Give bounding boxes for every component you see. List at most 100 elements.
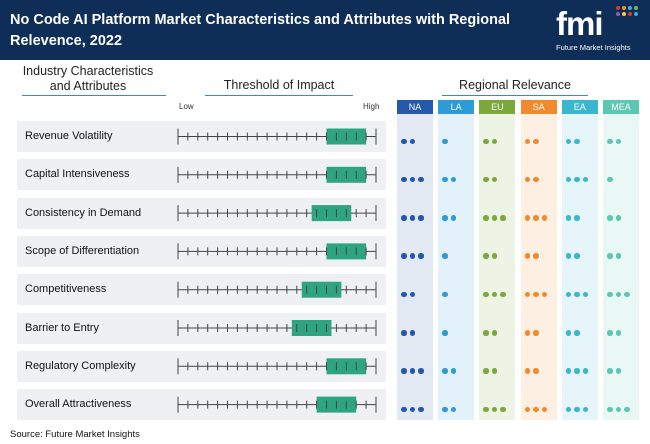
region-relevance-dots xyxy=(483,209,509,221)
relevance-dot xyxy=(565,291,572,298)
relevance-dot xyxy=(442,330,448,336)
relevance-dot xyxy=(541,215,548,221)
relevance-dot xyxy=(418,215,424,221)
relevance-dot xyxy=(418,253,424,259)
region-relevance-dots xyxy=(565,209,583,221)
relevance-dot xyxy=(607,291,613,298)
relevance-dot xyxy=(533,176,539,183)
region-column-eu xyxy=(479,114,516,420)
region-relevance-dots xyxy=(442,401,459,413)
region-relevance-dots xyxy=(565,401,592,413)
logo-subtitle: Future Market Insights xyxy=(556,43,631,52)
relevance-dot xyxy=(491,253,498,259)
characteristic-label: Scope of Differentiation xyxy=(25,244,140,257)
region-badge-na: NA xyxy=(397,100,433,114)
region-relevance-dots xyxy=(483,401,509,413)
scale-low-label: Low xyxy=(179,102,194,111)
relevance-dot xyxy=(615,291,621,298)
relevance-dot xyxy=(450,406,457,413)
region-relevance-dots xyxy=(524,362,542,374)
relevance-dot xyxy=(450,176,457,183)
region-relevance-dots xyxy=(442,171,459,183)
region-relevance-dots xyxy=(442,362,459,374)
relevance-dot xyxy=(409,215,415,221)
impact-range-bar xyxy=(301,281,342,298)
relevance-dot xyxy=(418,176,424,183)
region-relevance-dots xyxy=(565,362,592,374)
relevance-dot xyxy=(483,406,489,413)
impact-scale xyxy=(177,205,377,222)
region-relevance-dots xyxy=(401,133,418,145)
relevance-dot xyxy=(533,330,539,336)
region-relevance-dots xyxy=(483,171,500,183)
region-relevance-dots xyxy=(524,247,542,259)
region-relevance-dots xyxy=(401,401,427,413)
region-relevance-dots xyxy=(401,286,418,298)
relevance-dot xyxy=(582,406,589,413)
region-relevance-dots xyxy=(607,247,624,259)
threshold-header: Threshold of Impact xyxy=(223,78,335,92)
relevance-dot xyxy=(401,368,407,374)
region-badge-eu: EU xyxy=(479,100,516,114)
relevance-dot xyxy=(450,215,457,221)
relevance-dot xyxy=(615,138,621,145)
region-relevance-dots xyxy=(483,324,500,336)
relevance-dot xyxy=(418,368,424,374)
relevance-dot xyxy=(483,138,489,145)
region-relevance-dots xyxy=(524,324,542,336)
region-relevance-dots xyxy=(524,171,542,183)
relevance-dot xyxy=(409,176,415,183)
relevance-dot xyxy=(533,368,539,374)
relevance-dot xyxy=(483,253,489,259)
region-relevance-dots xyxy=(442,286,451,298)
relevance-dot xyxy=(582,291,589,298)
relevance-dot xyxy=(533,291,539,298)
relevance-dot xyxy=(491,291,498,298)
relevance-dot xyxy=(442,406,448,413)
relevance-dot xyxy=(533,215,539,221)
impact-range-bar xyxy=(291,320,332,336)
characteristic-label: Capital Intensiveness xyxy=(25,168,130,181)
relevance-dot xyxy=(442,291,448,298)
relevance-dot xyxy=(409,253,415,259)
characteristic-label: Competitiveness xyxy=(25,283,107,296)
impact-scale xyxy=(177,320,377,336)
relevance-dot xyxy=(565,253,572,259)
region-relevance-dots xyxy=(565,171,592,183)
region-relevance-dots xyxy=(483,133,500,145)
region-relevance-dots xyxy=(524,133,542,145)
relevance-dot xyxy=(442,253,448,259)
relevance-dot xyxy=(574,253,580,259)
region-relevance-dots xyxy=(401,324,418,336)
relevance-dot xyxy=(401,330,407,336)
region-relevance-dots xyxy=(524,401,551,413)
region-relevance-dots xyxy=(401,362,427,374)
region-relevance-dots xyxy=(524,209,551,221)
relevance-dot xyxy=(615,330,621,336)
relevance-dot xyxy=(500,215,506,221)
relevance-dot xyxy=(574,138,580,145)
relevance-dot xyxy=(533,138,539,145)
region-relevance-dots xyxy=(607,171,616,183)
region-relevance-dots xyxy=(442,324,451,336)
region-badge-la: LA xyxy=(438,100,475,114)
region-relevance-dots xyxy=(607,133,624,145)
relevance-dot xyxy=(607,253,613,259)
scale-high-label: High xyxy=(363,102,380,111)
regional-header: Regional Relevance xyxy=(459,78,571,92)
logo-dot-grid-icon xyxy=(616,6,644,20)
relevance-dot xyxy=(607,330,613,336)
characteristic-label: Overall Attractiveness xyxy=(25,398,132,411)
impact-scale xyxy=(177,358,377,375)
relevance-dot xyxy=(401,406,407,413)
relevance-dot xyxy=(524,291,531,298)
relevance-dot xyxy=(500,406,506,413)
relevance-dot xyxy=(615,215,621,221)
relevance-dot xyxy=(624,406,630,413)
region-relevance-dots xyxy=(483,247,500,259)
relevance-dot xyxy=(491,138,498,145)
relevance-dot xyxy=(491,330,498,336)
relevance-dot xyxy=(491,176,498,183)
relevance-dot xyxy=(524,253,531,259)
relevance-dot xyxy=(565,138,572,145)
